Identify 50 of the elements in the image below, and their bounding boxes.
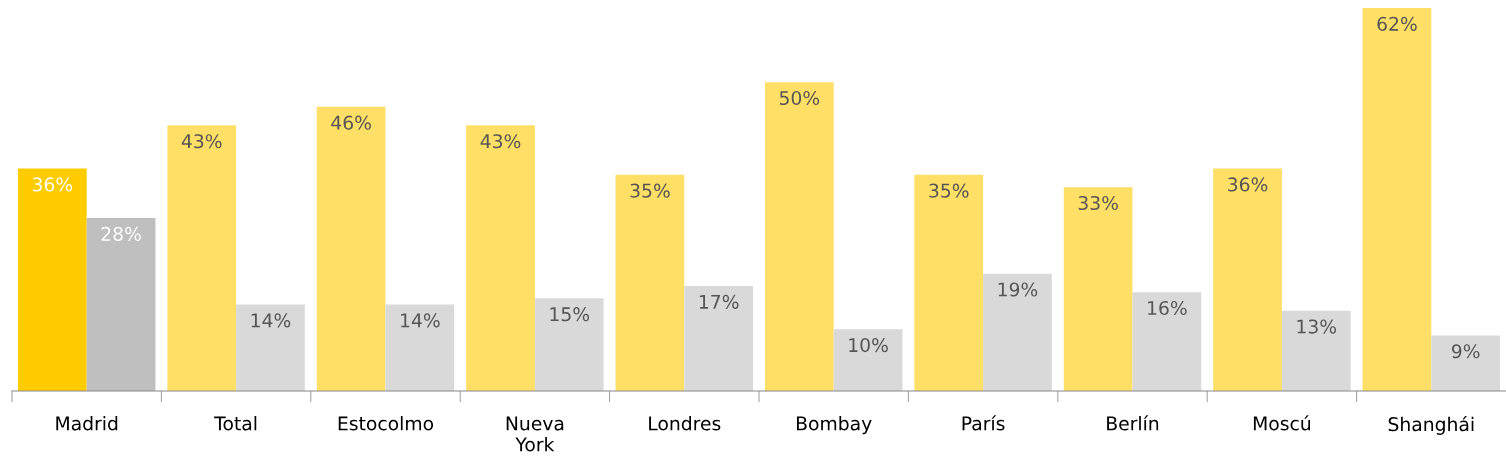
x-tick-label: París bbox=[962, 415, 1005, 431]
bar bbox=[1063, 187, 1133, 391]
bar bbox=[983, 273, 1052, 391]
data-label: 36% bbox=[32, 177, 73, 192]
x-tick-label: Londres bbox=[649, 416, 721, 431]
data-label: 62% bbox=[1377, 16, 1417, 31]
data-label: 17% bbox=[699, 294, 739, 309]
bar bbox=[1213, 168, 1282, 391]
bar bbox=[167, 125, 237, 391]
bar bbox=[17, 168, 87, 391]
data-label: 16% bbox=[1148, 300, 1187, 316]
bar bbox=[833, 329, 903, 391]
x-tick-label: Shanghái bbox=[1388, 416, 1474, 435]
bar bbox=[86, 218, 156, 391]
bar bbox=[615, 174, 685, 391]
data-label: 14% bbox=[401, 313, 440, 328]
x-tick-label: Total bbox=[214, 416, 257, 431]
bar bbox=[764, 82, 834, 391]
bar bbox=[1132, 292, 1202, 391]
bar bbox=[1431, 335, 1501, 391]
bar bbox=[684, 285, 754, 391]
x-tick-label: Bombay bbox=[796, 416, 872, 435]
data-label: 13% bbox=[1297, 319, 1337, 334]
data-label: 28% bbox=[101, 226, 141, 241]
bar bbox=[316, 106, 386, 391]
bar bbox=[1281, 310, 1351, 391]
bar bbox=[385, 304, 455, 391]
bar bbox=[1362, 8, 1432, 391]
data-label: 35% bbox=[630, 183, 670, 198]
data-label: 9% bbox=[1451, 344, 1480, 359]
x-tick-label: Madrid bbox=[56, 416, 118, 431]
x-tick-label: Berlín bbox=[1107, 415, 1159, 431]
data-label: 19% bbox=[998, 282, 1038, 297]
x-tick-label: Moscú bbox=[1253, 415, 1310, 431]
data-label: 33% bbox=[1078, 195, 1118, 211]
data-label: 15% bbox=[550, 307, 590, 322]
data-label: 36% bbox=[1228, 177, 1268, 192]
bar bbox=[534, 298, 604, 391]
data-label: 43% bbox=[480, 134, 521, 149]
data-label: 46% bbox=[331, 115, 371, 130]
data-label: 14% bbox=[251, 313, 291, 328]
x-tick-label: Estocolmo bbox=[338, 416, 434, 431]
bar bbox=[466, 125, 535, 391]
data-label: 50% bbox=[779, 90, 820, 106]
data-label: 35% bbox=[929, 183, 969, 198]
bar bbox=[236, 304, 305, 391]
data-label: 10% bbox=[849, 337, 888, 353]
bar bbox=[914, 174, 984, 391]
x-tick-label: Nueva York bbox=[506, 416, 564, 452]
data-label: 43% bbox=[181, 134, 222, 149]
